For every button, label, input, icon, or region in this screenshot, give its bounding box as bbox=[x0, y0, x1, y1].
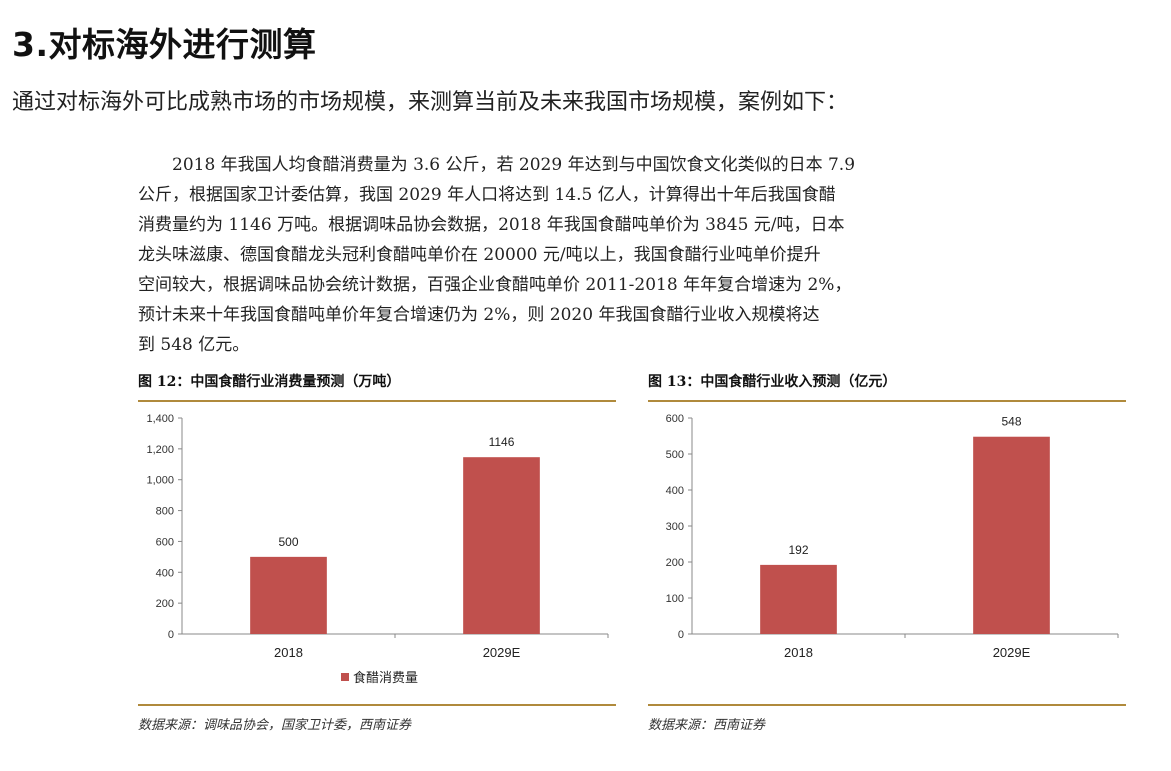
paragraph-line: 公斤，根据国家卫计委估算，我国 2029 年人口将达到 14.5 亿人，计算得出… bbox=[138, 185, 836, 205]
section-subtitle: 通过对标海外可比成熟市场的市场规模，来测算当前及未来我国市场规模，案例如下： bbox=[12, 90, 849, 115]
bar bbox=[760, 564, 837, 634]
figure-source: 数据来源：西南证券 bbox=[648, 704, 1126, 733]
y-tick-label: 500 bbox=[666, 449, 684, 461]
y-tick-label: 800 bbox=[156, 506, 174, 518]
paragraph-line: 到 548 亿元。 bbox=[138, 335, 250, 355]
figure-revenue: 图 13：中国食醋行业收入预测（亿元） 0 100 200 300 400 500 600 1… bbox=[648, 364, 1126, 733]
data-label: 548 bbox=[1001, 415, 1021, 429]
x-tick-label: 2029E bbox=[993, 645, 1031, 660]
y-tick-label: 200 bbox=[156, 598, 174, 610]
y-tick-label: 600 bbox=[666, 413, 684, 425]
y-tick-label: 100 bbox=[666, 593, 684, 605]
x-tick-label: 2018 bbox=[784, 645, 813, 660]
y-tick-label: 300 bbox=[666, 521, 684, 533]
consumption-bar-chart: 0 200 400 600 800 1,000 1,200 1,400 500 2018 1146 2… bbox=[146, 413, 609, 686]
paragraph-line: 2018 年我国人均食醋消费量为 3.6 公斤，若 2029 年达到与中国饮食文… bbox=[172, 155, 856, 175]
legend-label: 食醋消费量 bbox=[353, 670, 418, 686]
revenue-bar-chart: 0 100 200 300 400 500 600 192 2018 548 2029E bbox=[666, 413, 1119, 660]
y-tick-label: 200 bbox=[666, 557, 684, 569]
y-tick-label: 0 bbox=[678, 629, 684, 641]
figure-consumption: 图 12：中国食醋行业消费量预测（万吨） 0 200 400 600 800 1,000 1… bbox=[138, 364, 616, 733]
paragraph-line: 预计未来十年我国食醋吨单价年复合增速仍为 2%，则 2020 年我国食醋行业收入… bbox=[138, 305, 820, 325]
data-label: 192 bbox=[788, 543, 808, 557]
figure-source: 数据来源：调味品协会，国家卫计委，西南证券 bbox=[138, 704, 616, 733]
data-label: 1146 bbox=[489, 435, 515, 449]
x-tick-label: 2029E bbox=[483, 645, 521, 660]
paragraph-line: 空间较大，根据调味品协会统计数据，百强企业食醋吨单价 2011-2018 年年复… bbox=[138, 275, 852, 295]
paragraph-line: 龙头味滋康、德国食醋龙头冠利食醋吨单价在 20000 元/吨以上，我国食醋行业吨… bbox=[138, 245, 821, 265]
y-tick-label: 400 bbox=[666, 485, 684, 497]
figure-title: 图 12：中国食醋行业消费量预测（万吨） bbox=[138, 364, 616, 402]
bar bbox=[250, 556, 327, 634]
y-tick-label: 400 bbox=[156, 567, 174, 579]
y-tick-label: 1,000 bbox=[146, 475, 174, 487]
legend-swatch bbox=[341, 673, 349, 681]
y-tick-label: 0 bbox=[168, 629, 174, 641]
y-tick-label: 1,200 bbox=[146, 444, 174, 456]
y-tick-label: 1,400 bbox=[146, 413, 174, 425]
data-label: 500 bbox=[278, 535, 298, 549]
bar bbox=[463, 457, 540, 634]
body-paragraph: 2018 年我国人均食醋消费量为 3.6 公斤，若 2029 年达到与中国饮食文… bbox=[138, 150, 928, 360]
section-heading: 3.对标海外进行测算 bbox=[12, 25, 317, 64]
paragraph-line: 消费量约为 1146 万吨。根据调味品协会数据，2018 年我国食醋吨单价为 3… bbox=[138, 215, 845, 235]
x-tick-label: 2018 bbox=[274, 645, 303, 660]
figure-title: 图 13：中国食醋行业收入预测（亿元） bbox=[648, 364, 1126, 402]
bar bbox=[973, 436, 1050, 634]
y-tick-label: 600 bbox=[156, 536, 174, 548]
